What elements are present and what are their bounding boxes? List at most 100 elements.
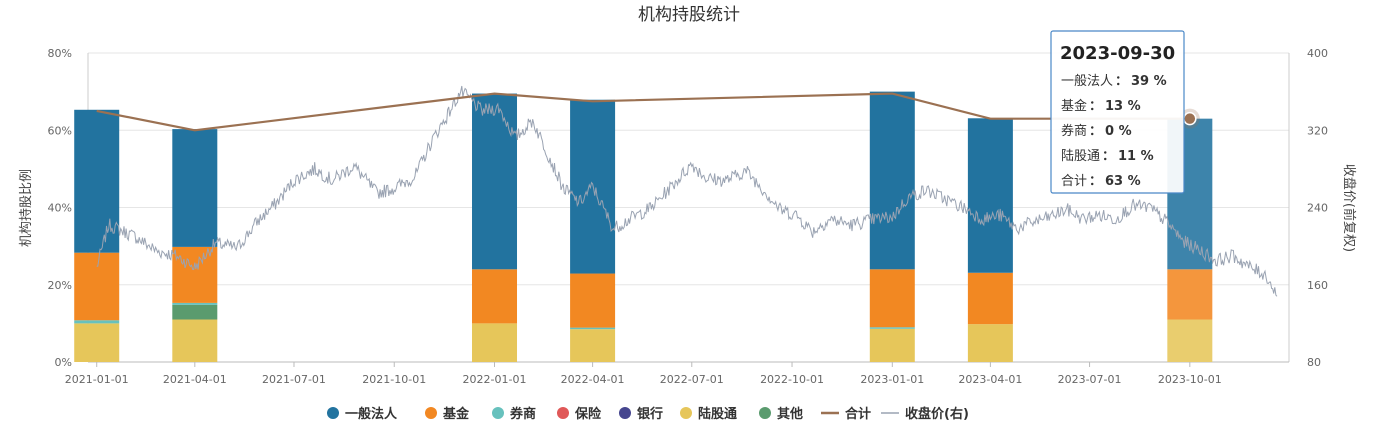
legend-label: 陆股通 — [698, 406, 737, 422]
legend-swatch — [680, 407, 692, 419]
legend-item[interactable]: 其他 — [759, 406, 803, 422]
y-tick-label: 80% — [48, 47, 72, 60]
y2-tick-label: 240 — [1307, 202, 1328, 215]
tooltip-colon: ： — [1089, 174, 1102, 189]
legend-item[interactable]: 收盘价(右) — [881, 406, 969, 422]
tooltip-colon: ： — [1089, 124, 1102, 139]
y2-tick-label: 400 — [1307, 47, 1328, 60]
bar-segment[interactable] — [1167, 319, 1213, 362]
tooltip-row-label: 陆股通 — [1061, 148, 1100, 164]
tooltip-row-label: 合计 — [1061, 174, 1087, 189]
tooltip-row-label: 基金 — [1061, 98, 1087, 114]
legend-item[interactable]: 基金 — [425, 406, 470, 422]
y-tick-label: 60% — [48, 124, 72, 137]
bar-segment[interactable] — [869, 269, 915, 328]
bar-segment[interactable] — [967, 118, 1013, 273]
legend-item[interactable]: 一般法人 — [327, 406, 398, 422]
x-tick-label: 2022-07-01 — [660, 373, 724, 386]
legend-label: 一般法人 — [345, 406, 398, 422]
legend-item[interactable]: 合计 — [821, 406, 871, 422]
legend-swatch — [619, 407, 631, 419]
x-tick-label: 2022-10-01 — [760, 373, 824, 386]
x-tick-label: 2022-01-01 — [463, 373, 527, 386]
legend-label: 其他 — [777, 406, 803, 422]
bar-segment[interactable] — [74, 252, 120, 321]
price-series-line[interactable] — [96, 85, 1278, 297]
legend-swatch — [557, 407, 569, 419]
bar-segment[interactable] — [570, 327, 616, 330]
total-series-line[interactable] — [96, 92, 1190, 132]
total-line[interactable] — [96, 92, 1200, 132]
total-point-highlight[interactable] — [1183, 111, 1197, 126]
tooltip: 2023-09-30 一般法人： 39 %基金： 13 %券商： 0 %陆股通： 11 … — [1050, 30, 1185, 194]
y2-tick-label: 320 — [1307, 124, 1328, 137]
legend-item[interactable]: 陆股通 — [680, 406, 737, 422]
legend-swatch — [425, 407, 437, 419]
legend: 一般法人 基金 券商 保险 银行 陆股通 其他 合计 收盘价(右) — [327, 406, 969, 422]
x-tick-label: 2023-01-01 — [860, 373, 924, 386]
bar-segment[interactable] — [172, 319, 218, 362]
chart-title: 机构持股统计 — [638, 5, 740, 25]
bar-segment[interactable] — [570, 329, 616, 362]
stacked-bars[interactable] — [74, 91, 1213, 362]
tooltip-colon: ： — [1089, 99, 1102, 114]
legend-label: 收盘价(右) — [905, 406, 969, 422]
bar-segment[interactable] — [570, 273, 616, 328]
x-tick-label: 2023-10-01 — [1158, 373, 1222, 386]
legend-item[interactable]: 券商 — [492, 406, 536, 422]
legend-label: 保险 — [574, 406, 602, 422]
left-axis-title: 机构持股比例 — [19, 169, 34, 247]
y2-tick-label: 80 — [1307, 356, 1321, 369]
x-tick-label: 2022-04-01 — [561, 373, 625, 386]
legend-label: 券商 — [509, 406, 536, 422]
x-tick-label: 2023-07-01 — [1058, 373, 1122, 386]
legend-item[interactable]: 银行 — [619, 406, 663, 422]
tooltip-row: 一般法人： 39 % — [1061, 73, 1167, 89]
x-tick-label: 2023-04-01 — [958, 373, 1022, 386]
bar-segment[interactable] — [570, 99, 616, 274]
legend-label: 银行 — [637, 406, 663, 422]
tooltip-row: 基金： 13 % — [1061, 98, 1141, 114]
x-tick-label: 2021-10-01 — [362, 373, 426, 386]
bar-segment[interactable] — [172, 129, 218, 247]
right-axis-title: 收盘价(前复权) — [1341, 164, 1357, 252]
bar-segment[interactable] — [869, 91, 915, 270]
bar-segment[interactable] — [869, 327, 915, 329]
bar-segment[interactable] — [74, 320, 120, 324]
bar-segment[interactable] — [967, 324, 1013, 362]
price-line[interactable] — [96, 85, 1278, 297]
tooltip-row-value: 13 % — [1105, 99, 1141, 114]
tooltip-row-value: 11 % — [1118, 149, 1154, 164]
bar-segment[interactable] — [74, 323, 120, 362]
legend-label: 合计 — [845, 406, 871, 422]
bar-segment[interactable] — [172, 302, 218, 305]
bar-segment[interactable] — [967, 272, 1013, 325]
bar-segment[interactable] — [869, 328, 915, 362]
tooltip-colon: ： — [1115, 74, 1128, 89]
y-tick-label: 40% — [48, 202, 72, 215]
left-axis-ticks: 0% 20% 40% 60% 80% — [48, 47, 72, 369]
tooltip-date: 2023-09-30 — [1060, 43, 1175, 64]
tooltip-row: 合计： 63 % — [1061, 174, 1141, 189]
tooltip-row-value: 0 % — [1105, 124, 1132, 139]
bar-segment[interactable] — [472, 323, 518, 362]
tooltip-row-value: 39 % — [1131, 74, 1167, 89]
tooltip-row-label: 一般法人 — [1061, 73, 1113, 89]
tooltip-box — [1050, 30, 1185, 194]
bar-segment[interactable] — [472, 269, 518, 324]
bar-segment[interactable] — [1167, 269, 1213, 320]
bar-segment[interactable] — [172, 304, 218, 320]
bar-segment[interactable] — [472, 93, 518, 270]
x-tick-label: 2021-01-01 — [65, 373, 129, 386]
x-tick-label: 2021-07-01 — [262, 373, 326, 386]
legend-label: 基金 — [442, 406, 470, 422]
legend-swatch — [327, 407, 339, 419]
right-axis-ticks: 80 160 240 320 400 — [1307, 47, 1328, 369]
tooltip-row: 陆股通： 11 % — [1061, 148, 1154, 164]
y-tick-label: 0% — [55, 356, 72, 369]
legend-swatch — [759, 407, 771, 419]
legend-swatch — [492, 407, 504, 419]
legend-item[interactable]: 保险 — [557, 406, 602, 422]
tooltip-colon: ： — [1102, 149, 1115, 164]
